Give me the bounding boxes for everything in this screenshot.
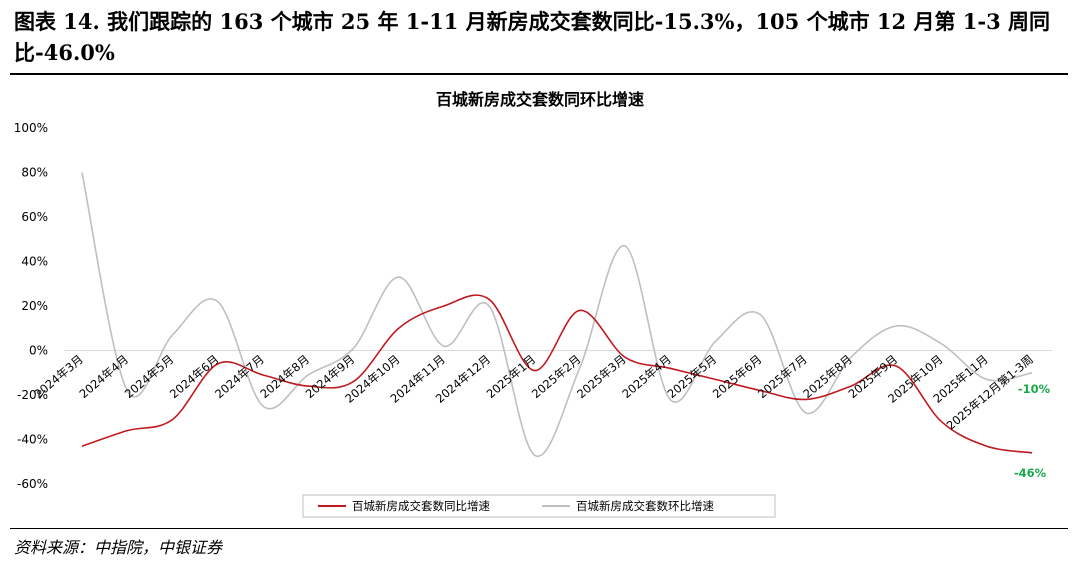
x-tick-label: 2024年7月 bbox=[212, 352, 267, 401]
end-label-yoy: -46% bbox=[1014, 466, 1047, 480]
legend-label-mom: 百城新房成交套数环比增速 bbox=[576, 499, 714, 513]
legend-label-yoy: 百城新房成交套数同比增速 bbox=[352, 499, 490, 513]
y-tick-label: -20% bbox=[17, 388, 48, 402]
end-label-mom: -10% bbox=[1018, 382, 1051, 396]
source-rule bbox=[10, 528, 1068, 529]
x-tick-label: 2025年6月 bbox=[710, 352, 765, 401]
x-tick-label: 2025年2月 bbox=[529, 352, 584, 401]
line-chart: 百城新房成交套数同环比增速 100% 80% 60% 40% 20% 0% -20% -40%… bbox=[14, 90, 1052, 518]
end-labels: -46% -10% bbox=[1014, 382, 1051, 480]
y-tick-label: 0% bbox=[29, 344, 48, 358]
y-tick-label: 60% bbox=[21, 210, 48, 224]
y-tick-label: 20% bbox=[21, 299, 48, 313]
x-tick-label: 2025年7月 bbox=[755, 352, 810, 401]
x-tick-label: 2025年5月 bbox=[665, 352, 720, 401]
x-tick-label: 2024年8月 bbox=[257, 352, 312, 401]
y-tick-label: 40% bbox=[21, 255, 48, 269]
source-note: 资料来源：中指院，中银证券 bbox=[14, 538, 223, 557]
x-tick-label: 2024年5月 bbox=[122, 352, 177, 401]
x-tick-label: 2025年1月 bbox=[484, 352, 539, 401]
y-tick-label: -40% bbox=[17, 433, 48, 447]
figure-title: 图表 14. 我们跟踪的 163 个城市 25 年 1-11 月新房成交套数同比… bbox=[14, 9, 1051, 65]
series-line-yoy bbox=[81, 294, 1033, 454]
title-rule bbox=[10, 73, 1068, 75]
x-tick-label: 2024年3月 bbox=[31, 352, 86, 401]
legend: 百城新房成交套数同比增速 百城新房成交套数环比增速 bbox=[302, 494, 776, 518]
chart-title: 百城新房成交套数同环比增速 bbox=[436, 90, 644, 109]
legend-box bbox=[302, 494, 776, 518]
y-axis: 100% 80% 60% 40% 20% 0% -20% -40% -60% bbox=[14, 121, 48, 491]
y-tick-label: -60% bbox=[17, 477, 48, 491]
x-axis: 2024年3月2024年4月2024年5月2024年6月2024年7月2024年… bbox=[31, 352, 1036, 433]
series-lines bbox=[81, 172, 1033, 458]
x-tick-label: 2024年6月 bbox=[167, 352, 222, 401]
x-tick-label: 2024年4月 bbox=[77, 352, 132, 401]
y-tick-label: 80% bbox=[21, 166, 48, 180]
y-tick-label: 100% bbox=[14, 121, 48, 135]
series-line-mom bbox=[81, 172, 1033, 458]
